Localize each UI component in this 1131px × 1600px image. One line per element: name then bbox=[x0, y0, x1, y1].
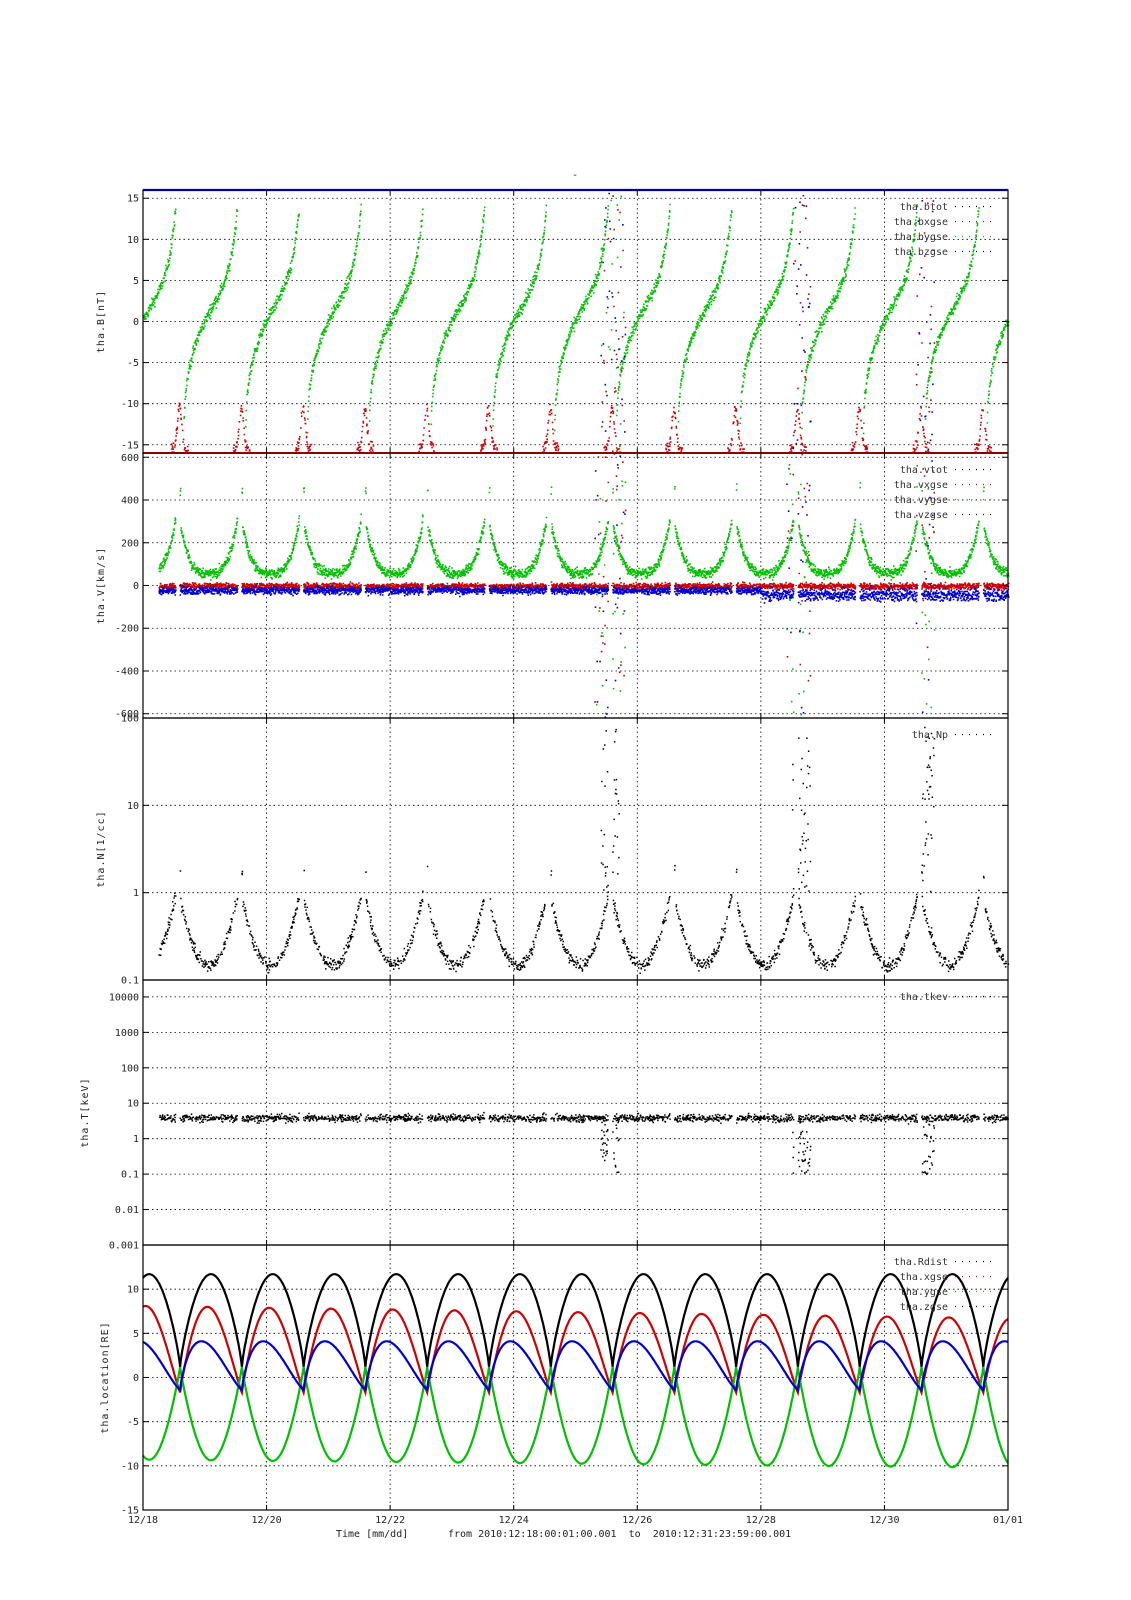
y-axis-label: tha.B[nT] bbox=[96, 290, 107, 353]
y-tick-label: 10 bbox=[127, 801, 139, 812]
y-tick-label: 10 bbox=[127, 1285, 139, 1296]
series-bygse-points bbox=[143, 195, 1010, 452]
series-xgse bbox=[142, 1304, 1009, 1397]
x-tick-label: 12/26 bbox=[622, 1515, 652, 1526]
y-axis-label: tha.N[1/cc] bbox=[96, 810, 107, 887]
x-tick-label: 12/20 bbox=[252, 1515, 282, 1526]
panel-frames bbox=[142, 188, 1009, 1511]
series-tkev bbox=[159, 1111, 1009, 1176]
legend-entry: tha.zgse bbox=[900, 1302, 948, 1313]
legend-entry: tha.tkev bbox=[900, 992, 948, 1003]
y-tick-label: -200 bbox=[115, 624, 139, 635]
data-layer bbox=[142, 192, 1010, 1469]
x-tick-label: 01/01 bbox=[993, 1515, 1023, 1526]
legend-entry: tha.btot bbox=[900, 202, 948, 213]
y-tick-label: -400 bbox=[115, 666, 139, 677]
y-tick-label: 1 bbox=[133, 888, 139, 899]
legend-entry: tha.vxgse bbox=[894, 480, 948, 491]
legend-entry: tha.bxgse bbox=[894, 217, 948, 228]
x-tick-label: 12/28 bbox=[746, 1515, 776, 1526]
y-tick-label: 600 bbox=[121, 453, 139, 464]
series-np-points bbox=[158, 726, 1010, 974]
legend-entry: tha.bzgse bbox=[894, 247, 948, 258]
legend-entry: tha.xgse bbox=[900, 1272, 948, 1283]
series-zgse bbox=[142, 1340, 1009, 1393]
y-tick-label: -10 bbox=[121, 399, 139, 410]
y-tick-label: 5 bbox=[133, 1329, 139, 1340]
y-tick-label: -600 bbox=[115, 709, 139, 720]
series-vxgse bbox=[158, 453, 1010, 703]
series-rdist bbox=[142, 1273, 1009, 1368]
panel-frame bbox=[142, 717, 1009, 981]
x-tick-label: 12/18 bbox=[128, 1515, 158, 1526]
series-bxgse bbox=[170, 194, 993, 453]
y-tick-label: -10 bbox=[121, 1461, 139, 1472]
y-tick-label: -15 bbox=[121, 440, 139, 451]
series-bxgse-points bbox=[170, 194, 993, 453]
x-axis-label: Time [mm/dd] bbox=[336, 1529, 408, 1540]
series-vxgse-points bbox=[158, 453, 1010, 703]
legend-entry: tha.vzgse bbox=[894, 510, 948, 521]
series-np bbox=[158, 726, 1010, 974]
tick-labels: 151050-5-10-15tha.B[nT]6004002000-200-40… bbox=[80, 194, 1023, 1526]
panel-frame bbox=[142, 1244, 1009, 1511]
x-tick-label: 12/22 bbox=[375, 1515, 405, 1526]
y-tick-label: -5 bbox=[127, 358, 139, 369]
y-tick-label: 0.001 bbox=[109, 1241, 139, 1252]
x-tick-label: 12/24 bbox=[499, 1515, 529, 1526]
chart-title: - bbox=[572, 170, 578, 181]
legends: tha.btot tha.bxgse tha.bygse tha.bzgse tha.v… bbox=[894, 202, 995, 1313]
y-tick-label: 0.1 bbox=[121, 976, 139, 987]
legend-entry: tha.Rdist bbox=[894, 1257, 948, 1268]
y-tick-label: 10 bbox=[127, 235, 139, 246]
y-tick-label: 200 bbox=[121, 538, 139, 549]
y-tick-label: 400 bbox=[121, 496, 139, 507]
x-axis-range: from 2010:12:18:00:01:00.001 to 2010:12:… bbox=[448, 1529, 791, 1540]
y-tick-label: 5 bbox=[133, 276, 139, 287]
y-axis-label: tha.V[km/s] bbox=[96, 547, 107, 624]
legend-entry: tha.Np bbox=[912, 730, 948, 741]
series-ygse bbox=[142, 1366, 1009, 1469]
legend-entry: tha.vygse bbox=[894, 495, 948, 506]
y-tick-label: 0 bbox=[133, 1373, 139, 1384]
y-tick-label: 10 bbox=[127, 1099, 139, 1110]
y-axis-label: tha.T[keV] bbox=[80, 1077, 91, 1147]
y-axis-label: tha.location[RE] bbox=[100, 1321, 111, 1433]
legend-entry: tha.bygse bbox=[894, 232, 948, 243]
y-tick-label: 1 bbox=[133, 1134, 139, 1145]
y-tick-label: 10000 bbox=[109, 992, 139, 1003]
y-tick-label: 0.1 bbox=[121, 1170, 139, 1181]
y-tick-label: 15 bbox=[127, 194, 139, 205]
y-tick-label: 100 bbox=[121, 1063, 139, 1074]
y-tick-label: -5 bbox=[127, 1417, 139, 1428]
panel-frame bbox=[142, 979, 1009, 1246]
y-tick-label: 0.01 bbox=[115, 1205, 139, 1216]
x-tick-label: 12/30 bbox=[869, 1515, 899, 1526]
legend-entry: tha.ygse bbox=[900, 1287, 948, 1298]
series-tkev-points bbox=[159, 1111, 1009, 1176]
y-tick-label: 0 bbox=[133, 317, 139, 328]
legend-entry: tha.vtot bbox=[900, 465, 948, 476]
y-tick-label: 0 bbox=[133, 581, 139, 592]
y-tick-label: 1000 bbox=[115, 1028, 139, 1039]
y-tick-label: 100 bbox=[121, 714, 139, 725]
y-tick-label: -15 bbox=[121, 1506, 139, 1517]
series-bygse bbox=[143, 195, 1010, 452]
